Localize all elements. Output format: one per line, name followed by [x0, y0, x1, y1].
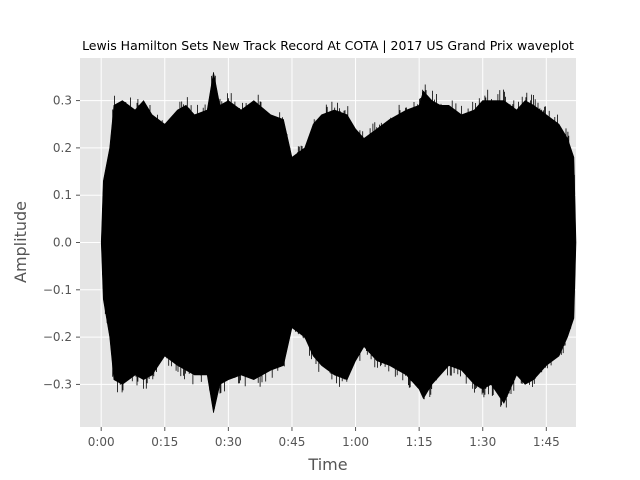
x-tick-label: 1:45 — [533, 435, 560, 449]
x-tick-label: 1:30 — [469, 435, 496, 449]
y-tick-label: 0.3 — [53, 94, 72, 108]
x-tick-label: 0:15 — [151, 435, 178, 449]
y-axis-ticks: −0.3 −0.2 −0.1 0.0 0.1 0.2 0.3 — [43, 94, 80, 391]
y-tick-label: −0.2 — [43, 330, 72, 344]
x-tick-label: 1:00 — [342, 435, 369, 449]
chart-title: Lewis Hamilton Sets New Track Record At … — [82, 38, 574, 53]
x-tick-label: 0:45 — [278, 435, 305, 449]
y-axis-label: Amplitude — [11, 201, 30, 283]
y-tick-label: −0.3 — [43, 377, 72, 391]
x-tick-label: 1:15 — [406, 435, 433, 449]
x-tick-label: 0:00 — [88, 435, 115, 449]
waveform-sample-lines — [102, 75, 575, 409]
y-tick-label: 0.2 — [53, 141, 72, 155]
y-tick-label: −0.1 — [43, 283, 72, 297]
x-axis-label: Time — [307, 455, 347, 474]
x-axis-ticks: 0:00 0:15 0:30 0:45 1:00 1:15 1:30 1:45 — [88, 427, 560, 449]
waveform-spikes — [102, 75, 575, 409]
y-tick-label: 0.0 — [53, 236, 72, 250]
y-tick-label: 0.1 — [53, 188, 72, 202]
x-tick-label: 0:30 — [215, 435, 242, 449]
